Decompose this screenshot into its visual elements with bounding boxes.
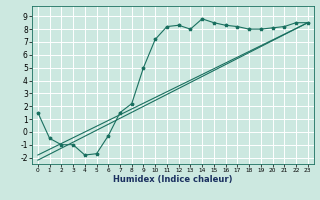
X-axis label: Humidex (Indice chaleur): Humidex (Indice chaleur) bbox=[113, 175, 233, 184]
